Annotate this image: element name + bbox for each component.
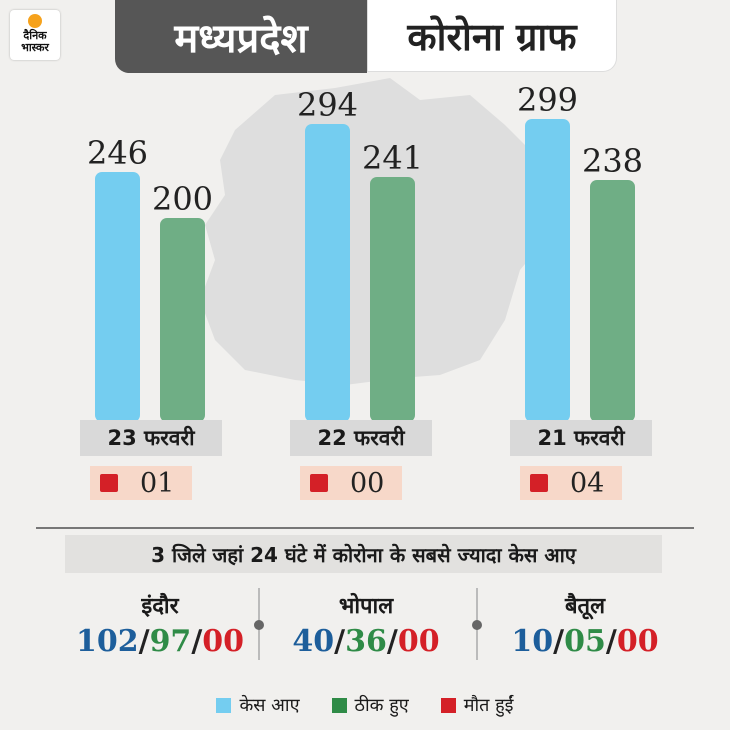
district-deaths: 00 xyxy=(397,624,440,659)
date-label: 22 फरवरी xyxy=(290,420,432,456)
separator: / xyxy=(191,624,203,659)
legend-item-deaths: मौत हुईं xyxy=(440,693,514,717)
district-figures: 10/05/00 xyxy=(475,624,695,659)
deaths-marker-icon xyxy=(100,474,118,492)
district-cases: 102 xyxy=(75,624,139,659)
deaths-box: 00 xyxy=(300,466,402,500)
column-separator xyxy=(472,588,482,660)
district-deaths: 00 xyxy=(202,624,245,659)
separator: / xyxy=(334,624,346,659)
data-label: 238 xyxy=(582,142,643,180)
deaths-value: 00 xyxy=(350,467,385,499)
legend-swatch xyxy=(216,697,232,713)
districts-heading: 3 जिले जहां 24 घंटे में कोरोना के सबसे ज… xyxy=(65,535,662,573)
title-state: मध्यप्रदेश xyxy=(115,0,367,73)
bar-recovered xyxy=(370,177,415,422)
separator: / xyxy=(553,624,565,659)
district-name: बैतूल xyxy=(564,594,606,619)
brand-logo: दैनिक भास्कर xyxy=(10,10,60,60)
dot-icon xyxy=(254,620,264,630)
data-label: 241 xyxy=(362,139,423,177)
district-betul: बैतूल 10/05/00 xyxy=(475,590,695,659)
district-name: इंदौर xyxy=(141,594,179,619)
column-separator xyxy=(254,588,264,660)
data-label: 294 xyxy=(297,86,358,124)
separator: / xyxy=(138,624,150,659)
legend-label: ठीक हुए xyxy=(354,695,409,716)
district-recovered: 97 xyxy=(149,624,192,659)
district-figures: 102/97/00 xyxy=(50,624,270,659)
title-graph: कोरोना ग्राफ xyxy=(367,0,617,72)
date-label: 21 फरवरी xyxy=(510,420,652,456)
sun-icon xyxy=(28,14,42,28)
separator: / xyxy=(605,624,617,659)
logo-text: दैनिक भास्कर xyxy=(21,29,49,54)
bar-recovered xyxy=(590,180,635,422)
deaths-marker-icon xyxy=(530,474,548,492)
district-bhopal: भोपाल 40/36/00 xyxy=(256,590,476,659)
legend-swatch xyxy=(440,697,456,713)
district-cases: 40 xyxy=(292,624,335,659)
bar-cases xyxy=(525,119,570,422)
district-cases: 10 xyxy=(511,624,554,659)
legend: केस आए ठीक हुए मौत हुईं xyxy=(0,693,730,717)
district-name: भोपाल xyxy=(338,594,394,619)
deaths-box: 04 xyxy=(520,466,622,500)
district-indore: इंदौर 102/97/00 xyxy=(50,590,270,659)
divider xyxy=(36,527,694,529)
legend-item-cases: केस आए xyxy=(216,693,300,717)
bar-cases xyxy=(95,172,140,422)
district-recovered: 05 xyxy=(564,624,606,659)
legend-label: मौत हुईं xyxy=(463,695,514,716)
dot-icon xyxy=(472,620,482,630)
data-label: 246 xyxy=(87,134,148,172)
district-figures: 40/36/00 xyxy=(256,624,476,659)
district-recovered: 36 xyxy=(345,624,387,659)
deaths-box: 01 xyxy=(90,466,192,500)
deaths-value: 04 xyxy=(570,467,605,499)
legend-label: केस आए xyxy=(239,695,300,716)
date-label: 23 फरवरी xyxy=(80,420,222,456)
separator: / xyxy=(386,624,398,659)
deaths-value: 01 xyxy=(140,467,175,499)
bar-recovered xyxy=(160,218,205,422)
data-label: 200 xyxy=(152,180,213,218)
data-label: 299 xyxy=(517,81,578,119)
legend-item-recovered: ठीक हुए xyxy=(331,693,409,717)
district-deaths: 00 xyxy=(616,624,659,659)
bar-cases xyxy=(305,124,350,422)
deaths-marker-icon xyxy=(310,474,328,492)
legend-swatch xyxy=(331,697,347,713)
